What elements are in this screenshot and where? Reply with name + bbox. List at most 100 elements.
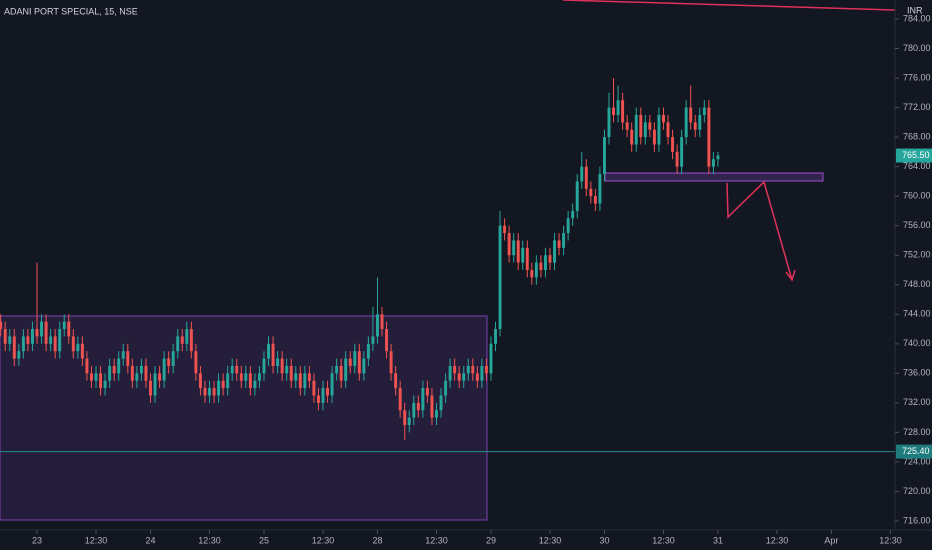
candle-body [44, 321, 48, 344]
candle-body [139, 365, 143, 374]
candle-body [162, 358, 166, 381]
candle-body [680, 137, 684, 167]
candle-body [217, 380, 221, 396]
candle-body [380, 314, 384, 330]
candle-body [471, 365, 475, 374]
hline-label: 725.40 [902, 446, 930, 456]
candle-body [584, 166, 588, 189]
candle-body [235, 365, 239, 374]
candle-body [348, 358, 352, 366]
candle-body [108, 365, 112, 381]
candle-body [117, 358, 121, 374]
candle-body [130, 365, 134, 381]
candle-body [607, 107, 611, 138]
candle-body [121, 351, 125, 359]
candle-body [702, 107, 706, 115]
candle-body [716, 155, 720, 160]
candle-body [298, 373, 302, 389]
candle-body [425, 388, 429, 396]
candle-body [525, 247, 529, 270]
x-tick-label: 31 [713, 535, 723, 545]
candle-body [239, 373, 243, 381]
candle-body [398, 388, 402, 411]
candle-body [144, 365, 148, 381]
candle-body [198, 373, 202, 389]
candle-body [357, 351, 361, 374]
candle-body [589, 188, 593, 197]
candle-body [566, 218, 570, 234]
candle-body [693, 122, 697, 130]
x-tick-label: 25 [259, 535, 269, 545]
candle-body [457, 373, 461, 381]
candle-body [71, 336, 75, 352]
candle-body [316, 395, 320, 403]
candle-body [176, 336, 180, 352]
candle-body [253, 380, 257, 389]
x-tick-label: 30 [599, 535, 609, 545]
x-tick-label: 12:30 [879, 535, 902, 545]
candle-body [330, 373, 334, 396]
candle-body [167, 358, 171, 366]
candle-body [648, 122, 652, 130]
candle-body [194, 351, 198, 374]
candle-body [593, 196, 597, 204]
candle-body [203, 388, 207, 396]
candle-body [407, 417, 411, 426]
candle-body [285, 365, 289, 374]
candle-body [489, 343, 493, 374]
candle-body [430, 395, 434, 418]
candle-body [534, 262, 538, 278]
candle-body [12, 336, 16, 359]
candle-body [212, 388, 216, 396]
candle-body [507, 233, 511, 256]
candle-body [416, 402, 420, 411]
candle-body [30, 329, 34, 344]
candle-body [80, 343, 84, 359]
candle-body [571, 210, 575, 219]
x-tick-label: 12:30 [652, 535, 675, 545]
candle-body [8, 336, 12, 344]
last-price-label: 765.50 [902, 150, 930, 160]
candle-body [689, 107, 693, 123]
candle-body [412, 402, 416, 418]
candle-body [539, 262, 543, 270]
candle-body [602, 137, 606, 175]
candle-body [135, 373, 139, 381]
candle-body [289, 365, 293, 381]
candle-body [389, 351, 393, 374]
candle-body [625, 122, 629, 130]
y-tick-label: 752.00 [903, 250, 931, 260]
candle-body [321, 388, 325, 403]
plot-area [0, 78, 720, 440]
candle-body [271, 343, 275, 366]
candle-body [244, 373, 248, 381]
candle-body [294, 373, 298, 381]
candle-body [698, 114, 702, 130]
candle-body [421, 388, 425, 411]
candle-body [257, 373, 261, 381]
y-tick-label: 764.00 [903, 161, 931, 171]
candle-body [58, 329, 62, 352]
candle-body [543, 255, 547, 270]
candle-body [521, 247, 525, 263]
candle-body [62, 321, 66, 330]
candle-body [385, 329, 389, 352]
candle-body [675, 151, 679, 167]
candle-body [185, 329, 189, 344]
candle-body [671, 137, 675, 152]
chart-title: ADANI PORT SPECIAL, 15, NSE [4, 6, 138, 16]
candle-body [435, 410, 438, 418]
candle-body [598, 174, 602, 204]
x-tick-label: 29 [486, 535, 496, 545]
candle-body [448, 365, 452, 381]
candle-body [630, 129, 634, 145]
candle-body [21, 336, 25, 352]
x-tick-label: 12:30 [198, 535, 221, 545]
candle-body [226, 373, 230, 389]
candle-body [99, 373, 103, 389]
last-price-bg [896, 148, 932, 163]
candle-body [707, 107, 711, 167]
x-tick-label: 23 [32, 535, 42, 545]
